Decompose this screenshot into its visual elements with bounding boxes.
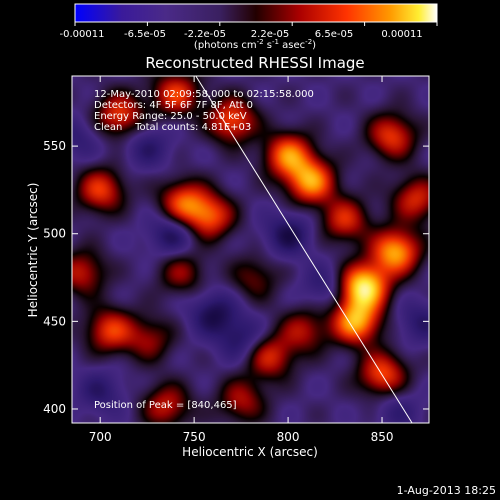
- colorbar-tick-label: -2.2e-05: [184, 29, 226, 40]
- y-tick-label: 400: [43, 402, 66, 416]
- render-timestamp: 1-Aug-2013 18:25: [397, 484, 496, 497]
- y-tick-label: 550: [43, 139, 66, 153]
- annotation-counts: Clean Total counts: 4.81E+03: [94, 122, 251, 133]
- plot-area: 700 750 800 850 400 450 500 550 12-May-2010 02…: [43, 75, 430, 444]
- colorbar-ticks: -0.00011 -6.5e-05 -2.2e-05 2.2e-05 6.5e-05 0.…: [60, 22, 438, 40]
- colorbar: -0.00011 -6.5e-05 -2.2e-05 2.2e-05 6.5e-05 0.…: [60, 3, 438, 51]
- x-axis-ticks: 700 750 800 850: [89, 76, 394, 444]
- annotation-energy: Energy Range: 25.0 - 50.0 keV: [94, 111, 247, 122]
- colorbar-gradient: [74, 3, 438, 23]
- x-tick-label: 700: [89, 430, 112, 444]
- colorbar-tick-label: -6.5e-05: [124, 29, 166, 40]
- colorbar-units: (photons cm-2 s-1 asec-2): [194, 38, 316, 51]
- y-axis-label: Heliocentric Y (arcsec): [26, 183, 40, 318]
- solar-limb-line: [195, 76, 413, 423]
- annotation-block: 12-May-2010 02:09:58.000 to 02:15:58.000…: [94, 89, 314, 133]
- annotation-time: 12-May-2010 02:09:58.000 to 02:15:58.000: [94, 89, 314, 100]
- x-axis-label: Heliocentric X (arcsec): [182, 445, 318, 459]
- colorbar-tick-label: 2.2e-05: [251, 29, 289, 40]
- y-tick-label: 500: [43, 227, 66, 241]
- colorbar-tick-label: 6.5e-05: [315, 29, 353, 40]
- y-axis-ticks: 400 450 500 550: [43, 139, 429, 416]
- y-tick-label: 450: [43, 314, 66, 328]
- x-tick-label: 850: [371, 430, 394, 444]
- colorbar-tick-label: 0.00011: [381, 29, 422, 40]
- peak-position-label: Position of Peak = [840,465]: [94, 400, 237, 411]
- heatmap-image: [72, 76, 429, 423]
- plot-frame: [71, 75, 430, 424]
- x-tick-label: 750: [183, 430, 206, 444]
- chart-title: Reconstructed RHESSI Image: [145, 54, 364, 72]
- colorbar-tick-label: -0.00011: [60, 29, 105, 40]
- x-tick-label: 800: [277, 430, 300, 444]
- annotation-detectors: Detectors: 4F 5F 6F 7F 8F, Att 0: [94, 100, 253, 111]
